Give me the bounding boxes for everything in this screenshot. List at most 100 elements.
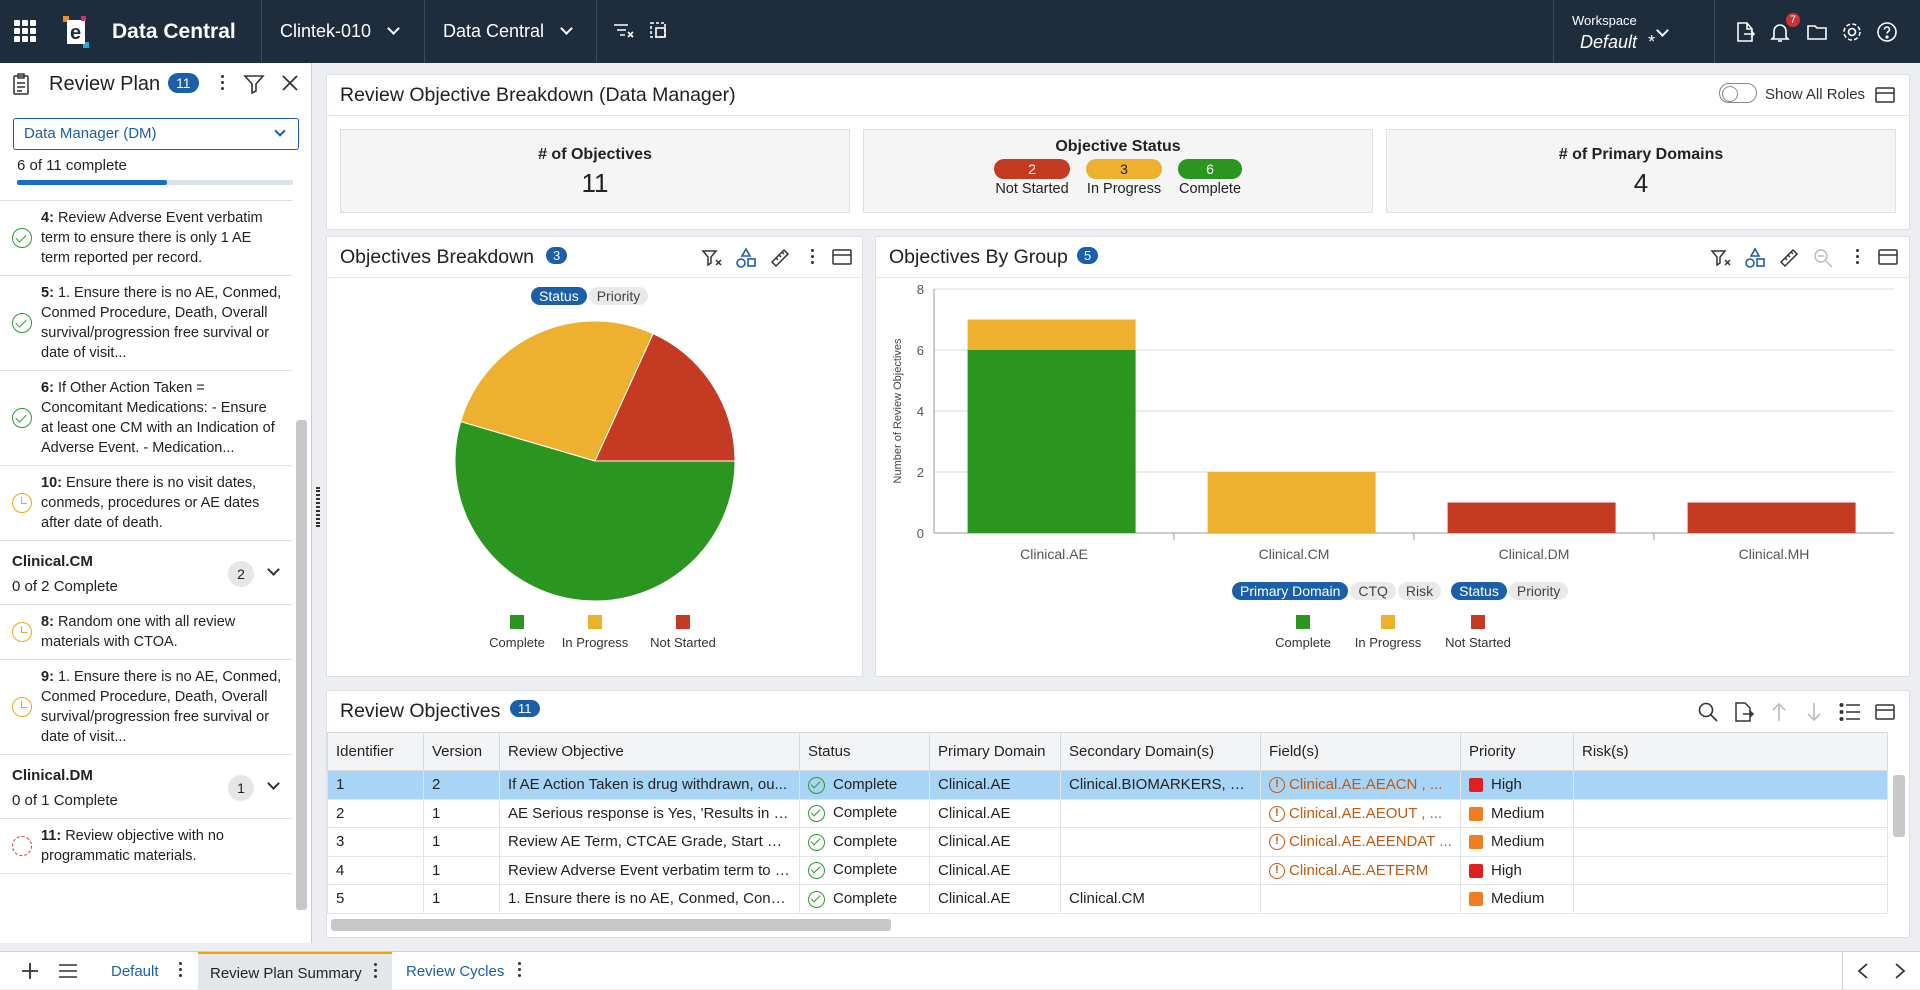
list-item[interactable]: 9: 1. Ensure there is no AE, Conmed, Con… bbox=[0, 660, 292, 755]
pie-slice-in-progress[interactable] bbox=[460, 320, 654, 462]
column-header[interactable]: Risk(s) bbox=[1573, 732, 1888, 771]
list-item[interactable]: 11: Review objective with no programmati… bbox=[0, 819, 292, 874]
study-dropdown[interactable]: Clintek-010 bbox=[280, 21, 400, 42]
list-item[interactable]: 5: 1. Ensure there is no AE, Conmed, Con… bbox=[0, 276, 292, 371]
table-row[interactable]: 4 1 Review Adverse Event verbatim term to … bbox=[327, 855, 1888, 885]
column-header[interactable]: Secondary Domain(s) bbox=[1060, 732, 1261, 771]
list-item[interactable]: 6: If Other Action Taken = Concomitant M… bbox=[0, 371, 292, 466]
help-icon[interactable] bbox=[1875, 20, 1899, 44]
menu-icon[interactable] bbox=[58, 962, 78, 980]
search-icon[interactable] bbox=[1697, 701, 1719, 723]
chevron-left-icon[interactable] bbox=[1856, 962, 1870, 980]
shapes-icon[interactable] bbox=[735, 247, 757, 269]
zoom-out-icon[interactable] bbox=[1812, 247, 1834, 269]
column-header[interactable]: Status bbox=[799, 732, 930, 771]
group-header-clinical-dm[interactable]: Clinical.DM 0 of 1 Complete 1 bbox=[0, 755, 292, 819]
select-region-icon[interactable] bbox=[648, 20, 672, 44]
tab-default[interactable]: Default bbox=[99, 952, 197, 990]
filter-list-icon[interactable] bbox=[701, 247, 723, 269]
module-dropdown[interactable]: Data Central bbox=[443, 21, 573, 42]
panel-layout-icon[interactable] bbox=[1878, 249, 1898, 265]
close-icon[interactable] bbox=[281, 74, 299, 92]
group-header-clinical-cm[interactable]: Clinical.CM 0 of 2 Complete 2 bbox=[0, 541, 292, 605]
gear-icon[interactable] bbox=[1840, 20, 1864, 44]
panel-layout-icon[interactable] bbox=[1875, 704, 1895, 720]
filter-list-icon[interactable] bbox=[1710, 247, 1732, 269]
bar-not-started[interactable] bbox=[1447, 502, 1616, 534]
pie-slice-complete[interactable] bbox=[454, 420, 736, 602]
column-header[interactable]: Version bbox=[423, 732, 500, 771]
show-all-roles-toggle[interactable] bbox=[1719, 83, 1757, 103]
chip-risk[interactable]: Risk bbox=[1397, 582, 1442, 600]
chip-ctq[interactable]: CTQ bbox=[1350, 582, 1396, 600]
legend-not-started[interactable]: Not Started bbox=[1438, 615, 1518, 650]
bell-icon[interactable] bbox=[1768, 20, 1792, 44]
column-header[interactable]: Field(s) bbox=[1260, 732, 1461, 771]
filter-icon[interactable] bbox=[243, 73, 265, 95]
column-header[interactable]: Identifier bbox=[327, 732, 424, 771]
more-options-icon[interactable] bbox=[179, 962, 183, 980]
table-row[interactable]: 2 1 AE Serious response is Yes, 'Results i… bbox=[327, 798, 1888, 828]
not-started-icon bbox=[12, 836, 32, 856]
table-cell bbox=[1060, 827, 1261, 857]
table-row[interactable]: 5 1 1. Ensure there is no AE, Conmed, Conm… bbox=[327, 884, 1888, 914]
tab-review-cycles[interactable]: Review Cycles bbox=[394, 952, 534, 990]
alert-circle-icon: ! bbox=[1269, 805, 1285, 822]
bar-not-started[interactable] bbox=[1687, 502, 1856, 534]
tab-review-plan-summary[interactable]: Review Plan Summary bbox=[198, 952, 392, 990]
table-row[interactable]: 3 1 Review AE Term, CTCAE Grade, Start Dat… bbox=[327, 827, 1888, 857]
y-tick-label: 0 bbox=[917, 526, 924, 541]
ruler-icon[interactable] bbox=[1778, 247, 1800, 269]
arrow-down-icon[interactable] bbox=[1805, 701, 1823, 723]
chip-primary-domain[interactable]: Primary Domain bbox=[1232, 582, 1349, 600]
chip-status[interactable]: Status bbox=[531, 287, 587, 305]
legend-in-progress[interactable]: In Progress bbox=[1348, 615, 1428, 650]
column-header[interactable]: Priority bbox=[1460, 732, 1574, 771]
legend-complete[interactable]: Complete bbox=[477, 615, 557, 650]
table-cell: Clinical.AE bbox=[929, 798, 1061, 828]
chevron-down-icon[interactable] bbox=[1656, 24, 1669, 37]
bar-in-progress[interactable] bbox=[967, 319, 1136, 351]
more-options-icon[interactable] bbox=[1856, 249, 1860, 267]
list-item[interactable]: 4: Review Adverse Event verbatim term to… bbox=[0, 201, 292, 276]
legend-not-started[interactable]: Not Started bbox=[643, 615, 723, 650]
list-icon[interactable] bbox=[1839, 702, 1861, 722]
bar-complete[interactable] bbox=[967, 350, 1136, 533]
pie-slice-not-started[interactable] bbox=[594, 332, 736, 462]
legend-complete[interactable]: Complete bbox=[1263, 615, 1343, 650]
chevron-right-icon[interactable] bbox=[1893, 962, 1907, 980]
column-header[interactable]: Primary Domain bbox=[929, 732, 1061, 771]
export-icon[interactable] bbox=[1733, 701, 1755, 723]
more-options-icon[interactable] bbox=[221, 75, 225, 93]
scrollbar[interactable] bbox=[296, 420, 307, 910]
legend-in-progress[interactable]: In Progress bbox=[555, 615, 635, 650]
objectives-breakdown-card: Objectives Breakdown 3 Status Priority Co… bbox=[326, 236, 864, 677]
column-header[interactable]: Review Objective bbox=[499, 732, 800, 771]
more-options-icon[interactable] bbox=[518, 962, 522, 980]
add-tab-icon[interactable] bbox=[20, 961, 40, 981]
horizontal-scrollbar[interactable] bbox=[331, 919, 891, 931]
ruler-icon[interactable] bbox=[769, 247, 791, 269]
chip-status[interactable]: Status bbox=[1451, 582, 1507, 600]
export-icon[interactable] bbox=[1733, 20, 1757, 44]
arrow-up-icon[interactable] bbox=[1770, 701, 1788, 723]
panel-layout-icon[interactable] bbox=[832, 249, 852, 265]
folder-icon[interactable] bbox=[1805, 20, 1829, 44]
resize-handle[interactable] bbox=[316, 487, 320, 527]
workspace-dropdown[interactable]: Default * bbox=[1580, 32, 1656, 52]
chip-priority[interactable]: Priority bbox=[1508, 582, 1569, 600]
panel-layout-icon[interactable] bbox=[1875, 87, 1895, 103]
role-select[interactable]: Data Manager (DM) bbox=[13, 118, 299, 150]
app-grid-icon[interactable] bbox=[14, 20, 36, 42]
bar-in-progress[interactable] bbox=[1207, 472, 1376, 533]
more-options-icon[interactable] bbox=[374, 963, 378, 981]
table-row[interactable]: 1 2 If AE Action Taken is drug withdrawn, … bbox=[327, 770, 1888, 800]
shapes-icon[interactable] bbox=[1744, 247, 1766, 269]
more-options-icon[interactable] bbox=[811, 249, 815, 267]
list-item[interactable]: 10: Ensure there is no visit dates, conm… bbox=[0, 466, 292, 541]
count-badge: 3 bbox=[546, 247, 568, 264]
list-item[interactable]: 8: Random one with all review materials … bbox=[0, 605, 292, 660]
scrollbar[interactable] bbox=[1893, 775, 1905, 837]
filter-list-icon[interactable] bbox=[612, 20, 636, 44]
chip-priority[interactable]: Priority bbox=[588, 287, 649, 305]
